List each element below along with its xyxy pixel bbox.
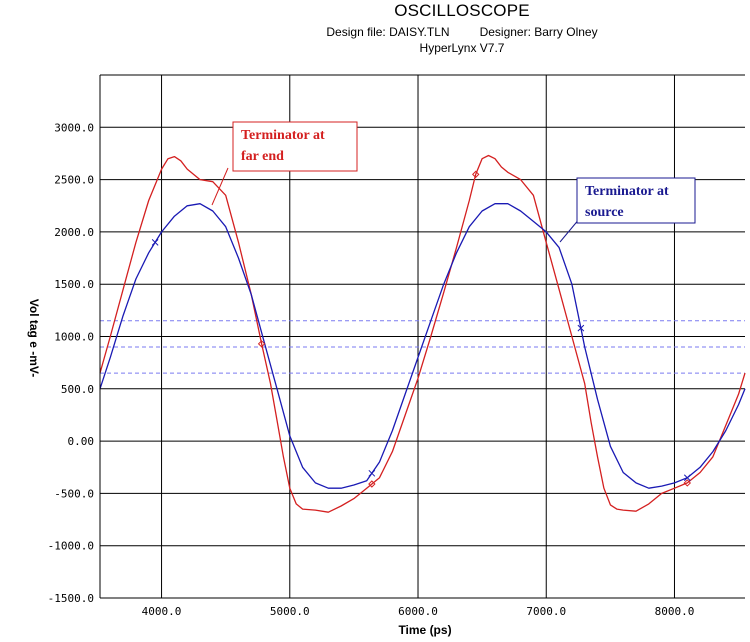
marker-source — [577, 324, 585, 332]
x-tick-label: 8000.0 — [655, 605, 695, 618]
y-tick-label: -1000.0 — [48, 540, 94, 553]
y-tick-label: 3000.0 — [54, 121, 94, 134]
callout-text-far: Terminator at — [241, 128, 325, 143]
marker-far-end — [683, 479, 692, 487]
x-tick-label: 4000.0 — [142, 605, 182, 618]
y-axis-label: Vol tag e -mV- — [27, 299, 41, 377]
series-group — [99, 154, 746, 513]
y-tick-label: 500.0 — [61, 383, 94, 396]
x-tick-label: 5000.0 — [270, 605, 310, 618]
markers — [151, 170, 692, 488]
callout-text-source: source — [585, 205, 624, 220]
callouts: Terminator at far end Terminator at source — [211, 121, 696, 243]
chart-title: OSCILLOSCOPE — [394, 1, 530, 20]
series-line-source — [99, 203, 746, 489]
marker-far-end — [472, 170, 480, 179]
designer-label: Designer: Barry Olney — [479, 25, 598, 39]
y-tick-label: -1500.0 — [48, 592, 94, 605]
callout-text-source: Terminator at — [585, 184, 669, 199]
y-tick-label: 1000.0 — [54, 331, 94, 344]
y-tick-label: 0.00 — [68, 435, 95, 448]
callout-box-source — [576, 177, 696, 224]
y-tick-label: -500.0 — [54, 487, 94, 500]
marker-source — [683, 474, 691, 482]
callout-leader-far — [211, 167, 229, 206]
y-tick-label: 2500.0 — [54, 174, 94, 187]
callout-box-far — [232, 121, 358, 172]
marker-far-end — [368, 480, 376, 488]
x-axis-label: Time (ps) — [398, 623, 451, 637]
design-file-label: Design file: DAISY.TLN — [326, 25, 450, 39]
threshold-lines — [100, 320, 745, 374]
tick-labels: 4000.0 5000.0 6000.0 7000.0 8000.0 3000.0 2500… — [27, 121, 694, 637]
x-tick-label: 7000.0 — [526, 605, 566, 618]
marker-source — [151, 239, 159, 246]
axes — [99, 74, 745, 599]
series-line-far-end — [99, 154, 746, 513]
y-tick-label: 1500.0 — [54, 278, 94, 291]
design-info: Design file: DAISY.TLN Designer: Barry Ol… — [87, 25, 750, 39]
marker-source — [368, 469, 376, 477]
x-tick-label: 6000.0 — [398, 605, 438, 618]
grid — [100, 75, 745, 599]
software-version: HyperLynx V7.7 — [419, 41, 505, 55]
callout-text-far: far end — [241, 149, 284, 164]
y-tick-label: 2000.0 — [54, 226, 94, 239]
marker-far-end — [257, 340, 266, 348]
